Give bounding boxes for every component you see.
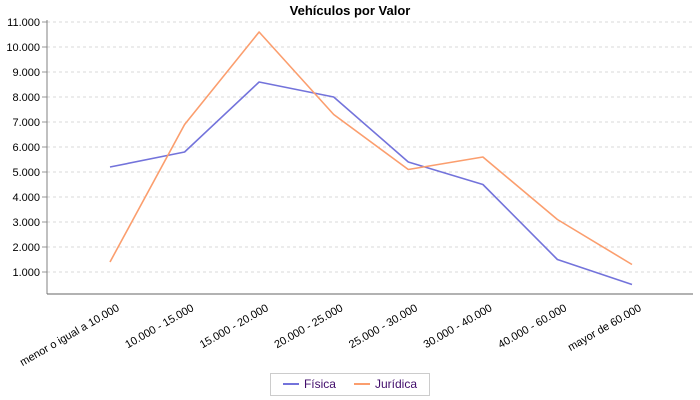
x-category-label: 40.000 - 60.000	[496, 302, 569, 351]
y-tick-label: 8.000	[12, 92, 40, 104]
plot-area: 1.000 2.000 3.000 4.000 5.000 6.000 7.000 8.000…	[6, 17, 693, 368]
series-line-fisica	[109, 81, 633, 286]
x-category-label: 10.000 - 15.000	[123, 302, 196, 351]
y-tick-label: 2.000	[12, 242, 40, 254]
legend: Física Jurídica	[0, 373, 700, 396]
legend-label-fisica: Física	[303, 377, 336, 391]
y-tick-label: 6.000	[12, 142, 40, 154]
legend-item-juridica: Jurídica	[353, 377, 418, 391]
y-tick-label: 1.000	[12, 267, 40, 279]
y-tick-label: 4.000	[12, 192, 40, 204]
chart-title: Vehículos por Valor	[289, 3, 411, 18]
x-category-label: menor o igual a 10.000	[18, 302, 121, 368]
legend-box: Física Jurídica	[269, 373, 431, 396]
x-category-label: 25.000 - 30.000	[347, 302, 420, 351]
legend-swatch-fisica	[282, 383, 299, 385]
series-line-juridica	[109, 31, 633, 266]
legend-label-juridica: Jurídica	[374, 377, 418, 391]
legend-item-fisica: Física	[282, 377, 336, 391]
x-category-label: 30.000 - 40.000	[422, 302, 495, 351]
y-tick-label: 3.000	[12, 217, 40, 229]
y-tick-label: 7.000	[12, 117, 40, 129]
y-tick-label: 11.000	[7, 17, 40, 29]
x-category-label: 20.000 - 25.000	[272, 302, 345, 351]
y-tick-label: 10.000	[6, 42, 40, 54]
x-category-label: 15.000 - 20.000	[198, 302, 271, 351]
y-tick-label: 5.000	[12, 167, 40, 179]
x-category-label: mayor de 60.000	[566, 302, 644, 354]
legend-swatch-juridica	[353, 383, 370, 385]
y-tick-label: 9.000	[12, 67, 40, 79]
